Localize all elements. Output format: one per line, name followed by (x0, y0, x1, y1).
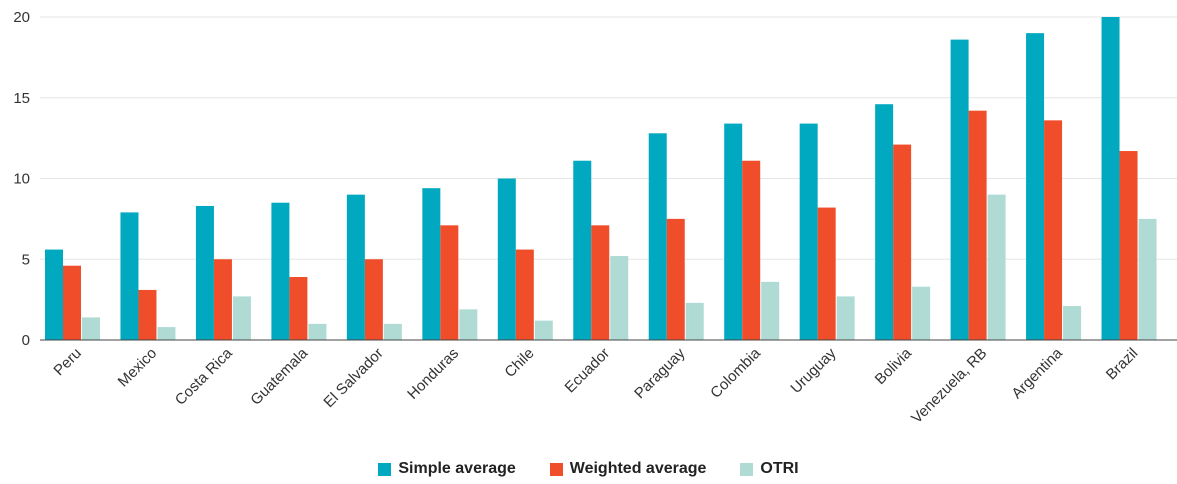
bar-otri (610, 256, 629, 340)
y-tick-label: 20 (13, 9, 30, 26)
bar-weighted-average (289, 277, 308, 340)
bar-simple-average (195, 205, 214, 340)
bar-weighted-average (817, 207, 836, 340)
bar-otri (987, 194, 1006, 340)
bar-weighted-average (213, 259, 232, 340)
legend: Simple average Weighted average OTRI (0, 460, 1177, 478)
legend-swatch-weighted-average (549, 462, 563, 476)
bars (45, 17, 1157, 341)
category-label: Peru (50, 345, 84, 379)
bar-simple-average (1026, 33, 1045, 341)
bar-otri (836, 296, 855, 340)
legend-item-otri: OTRI (740, 460, 799, 478)
y-tick-label: 10 (13, 171, 30, 188)
bar-otri (1138, 218, 1157, 340)
category-label: Colombia (707, 344, 764, 401)
bar-otri (308, 323, 327, 340)
category-label: Venezuela, RB (908, 345, 990, 427)
bar-weighted-average (968, 110, 987, 340)
category-label: Brazil (1103, 345, 1142, 384)
bar-chart: 0 5 10 15 20 Peru Mexico Costa Rica Guatemala El… (13, 9, 1177, 427)
bar-weighted-average (515, 249, 534, 340)
legend-swatch-simple-average (378, 462, 392, 476)
legend-label-weighted-average: Weighted average (569, 460, 707, 477)
bar-otri (82, 317, 100, 340)
bar-simple-average (346, 194, 365, 340)
legend-label-simple-average: Simple average (398, 460, 516, 477)
bar-otri (383, 323, 402, 340)
bar-simple-average (45, 249, 63, 340)
category-label: Bolivia (872, 344, 916, 388)
bar-weighted-average (1044, 120, 1063, 340)
bar-otri (761, 281, 780, 340)
legend-item-weighted-average: Weighted average (549, 460, 707, 478)
bar-simple-average (422, 188, 441, 340)
bar-otri (157, 327, 176, 340)
category-label: Guatemala (247, 344, 311, 408)
bar-simple-average (724, 123, 743, 340)
bar-weighted-average (138, 289, 157, 340)
bar-simple-average (799, 123, 818, 340)
bar-otri (685, 302, 704, 340)
bar-simple-average (648, 133, 667, 340)
bar-simple-average (573, 160, 592, 340)
category-labels: Peru Mexico Costa Rica Guatemala El Salvador… (50, 344, 1141, 427)
bar-weighted-average (440, 225, 459, 340)
category-label: Paraguay (631, 344, 689, 402)
category-label: Chile (501, 345, 537, 381)
y-tick-label: 0 (22, 332, 30, 349)
bar-weighted-average (364, 259, 383, 340)
bar-simple-average (875, 104, 894, 341)
category-label: Costa Rica (172, 344, 236, 408)
bar-simple-average (271, 202, 290, 340)
y-tick-label: 5 (22, 251, 30, 268)
bar-weighted-average (63, 265, 81, 340)
bar-simple-average (950, 39, 969, 341)
legend-swatch-otri (740, 462, 754, 476)
bar-otri (232, 296, 251, 340)
y-axis-ticks: 0 5 10 15 20 (13, 9, 30, 349)
bar-otri (912, 286, 931, 340)
bar-otri (534, 320, 553, 340)
category-label: Ecuador (562, 345, 614, 397)
category-label: El Salvador (320, 345, 386, 411)
bar-otri (459, 309, 478, 340)
bar-simple-average (497, 178, 516, 340)
bar-weighted-average (591, 225, 610, 340)
category-label: Honduras (404, 345, 462, 403)
bar-weighted-average (742, 160, 761, 340)
category-label: Argentina (1008, 344, 1066, 402)
bar-weighted-average (893, 144, 912, 340)
y-tick-label: 15 (13, 90, 30, 107)
legend-item-simple-average: Simple average (378, 460, 516, 478)
bar-simple-average (120, 212, 139, 340)
legend-label-otri: OTRI (760, 460, 799, 477)
bar-weighted-average (1119, 151, 1138, 340)
bar-simple-average (1101, 17, 1120, 340)
bar-weighted-average (666, 218, 685, 340)
bar-otri (1063, 306, 1082, 340)
category-label: Uruguay (787, 344, 839, 396)
category-label: Mexico (115, 345, 161, 391)
